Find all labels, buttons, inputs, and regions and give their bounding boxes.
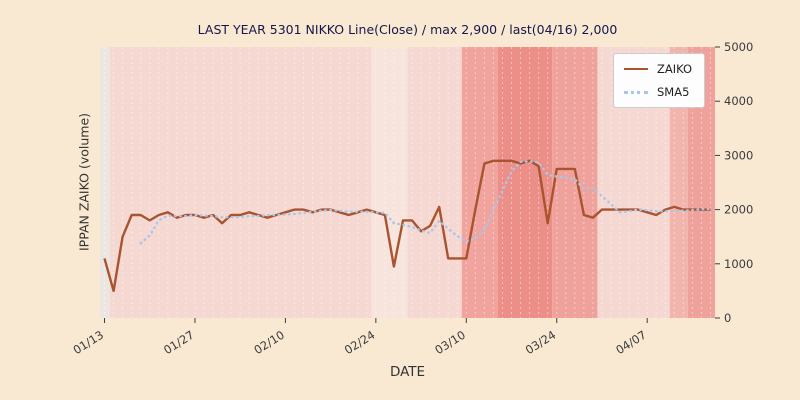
- x-tick-label: 03/24: [523, 328, 559, 357]
- background-band: [669, 47, 688, 318]
- background-band: [100, 47, 110, 318]
- x-tick-label: 04/07: [613, 328, 649, 357]
- y-tick-label: 1000: [724, 257, 753, 271]
- legend-label-sma5: SMA5: [657, 85, 690, 99]
- zaiko-line: [103, 159, 711, 293]
- x-tick-label: 01/27: [161, 328, 197, 357]
- x-tick-label: 03/10: [432, 328, 468, 357]
- x-axis-label: DATE: [389, 364, 426, 380]
- x-tick-label: 02/10: [251, 328, 287, 357]
- legend-item-zaiko: ZAIKO: [624, 62, 692, 76]
- y-tick-label: 5000: [724, 40, 753, 54]
- background-band: [109, 47, 372, 318]
- legend-item-sma5: SMA5: [624, 85, 692, 99]
- y-tick-label: 3000: [724, 148, 753, 162]
- x-tick-label: 02/24: [342, 328, 378, 357]
- y-tick-label: 0: [724, 311, 731, 325]
- y-tick-label: 4000: [724, 94, 753, 108]
- legend-label-zaiko: ZAIKO: [657, 62, 693, 76]
- zaiko-line-swatch: [624, 68, 648, 70]
- y-tick-label: 2000: [724, 203, 753, 217]
- sma5-line: [139, 160, 712, 245]
- legend: ZAIKO SMA5: [613, 53, 706, 108]
- background-band: [371, 47, 408, 318]
- sma5-line-swatch: [624, 90, 648, 94]
- x-tick-label: 01/13: [71, 328, 107, 357]
- background-band: [407, 47, 462, 318]
- background-band: [552, 47, 598, 318]
- chart-title: LAST YEAR 5301 NIKKO Line(Close) / max 2…: [197, 22, 618, 37]
